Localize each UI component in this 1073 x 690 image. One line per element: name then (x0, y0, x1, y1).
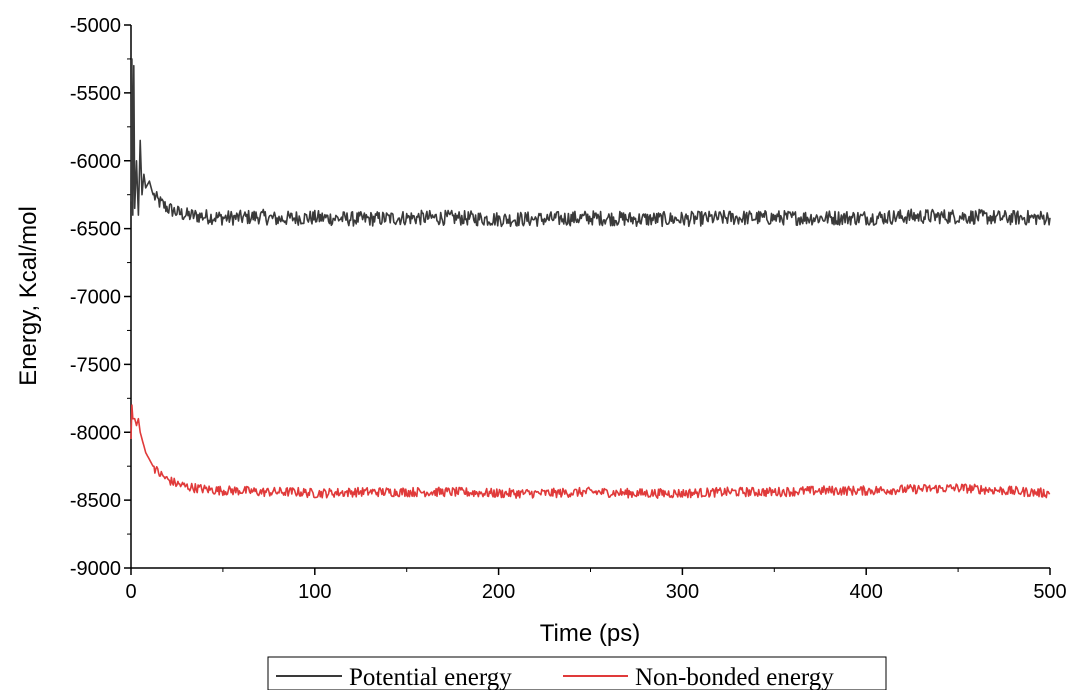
series-line-non-bonded-energy (130, 404, 1051, 499)
y-tick-label: -6000 (70, 151, 121, 173)
x-tick-label: 200 (482, 581, 515, 603)
y-tick-label: -5500 (70, 83, 121, 105)
series-line-potential-energy (130, 58, 1051, 228)
legend-label-potential-energy: Potential energy (349, 664, 512, 690)
y-tick-label: -8000 (70, 422, 121, 444)
y-axis-title: Energy, Kcal/mol (15, 206, 42, 386)
legend: Potential energy Non-bonded energy (267, 656, 887, 690)
x-axis-title: Time (ps) (540, 620, 640, 647)
x-tick-label: 100 (298, 581, 331, 603)
y-tick-label: -9000 (70, 558, 121, 580)
x-tick-label: 400 (850, 581, 883, 603)
y-tick-label: -7000 (70, 287, 121, 309)
y-tick-label: -7500 (70, 354, 121, 376)
series-layer (130, 58, 1051, 499)
x-tick-label: 0 (125, 581, 136, 603)
y-tick-label: -6500 (70, 219, 121, 241)
y-axis: -9000 -8500 -8000 -7500 -7000 -6500 -6000 -5500… (70, 15, 131, 580)
y-tick-label: -5000 (70, 15, 121, 37)
x-tick-label: 500 (1033, 581, 1066, 603)
legend-frame (267, 656, 887, 690)
x-axis: 0 100 200 300 400 500 (125, 568, 1067, 603)
y-tick-label: -8500 (70, 490, 121, 512)
x-tick-label: 300 (666, 581, 699, 603)
plot-area (130, 25, 1050, 569)
legend-label-non-bonded-energy: Non-bonded energy (635, 664, 834, 690)
